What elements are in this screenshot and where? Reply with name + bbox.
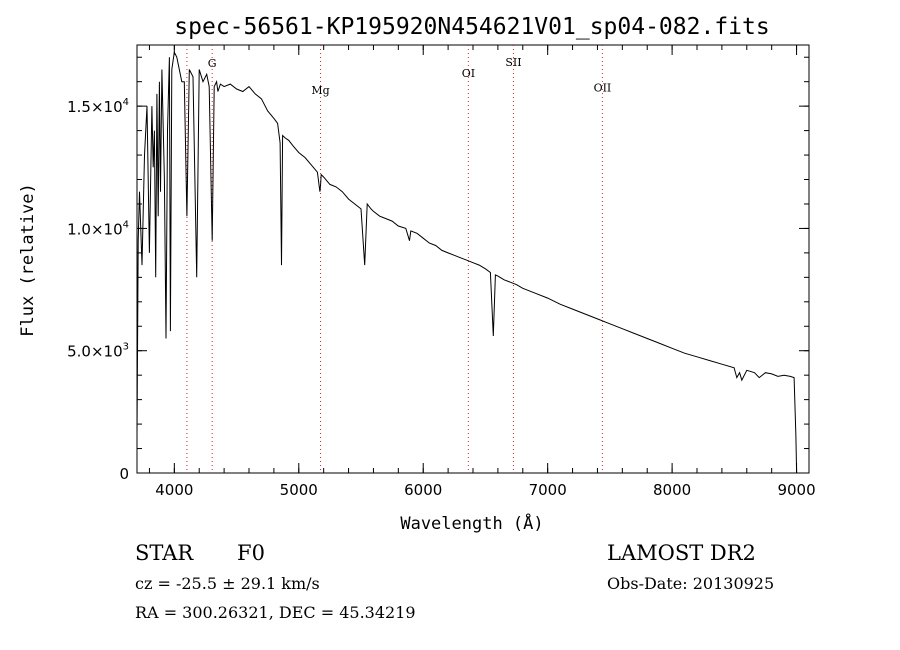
y-tick-exponent: 3: [123, 342, 129, 353]
chart-title: spec-56561-KP195920N454621V01_sp04-082.f…: [174, 14, 769, 40]
x-tick-label: 9000: [777, 481, 815, 499]
y-tick-mantissa: 0: [119, 465, 129, 483]
object-subclass: F0: [237, 541, 265, 565]
y-tick-mantissa: 1.0×10: [67, 220, 123, 238]
x-tick-label: 5000: [280, 481, 318, 499]
spectrum-chart: spec-56561-KP195920N454621V01_sp04-082.f…: [18, 14, 816, 534]
x-tick-label: 4000: [155, 481, 193, 499]
redshift-velocity: cz = -25.5 ± 29.1 km/s: [135, 574, 320, 593]
y-tick-exponent: 4: [123, 97, 129, 108]
object-class: STAR: [135, 541, 194, 565]
x-tick-label: 7000: [529, 481, 567, 499]
line-marker-label: SII: [505, 56, 521, 69]
x-tick-label: 8000: [653, 481, 691, 499]
y-tick-label: 1.0×104: [67, 219, 129, 238]
y-tick-label: 1.5×104: [67, 97, 129, 116]
x-tick-label: 6000: [404, 481, 442, 499]
line-marker-layer: G Mg OI SII OII: [186, 45, 612, 473]
line-marker-label: Mg: [311, 84, 329, 97]
y-axis-label: Flux (relative): [18, 183, 38, 337]
axis-layer: 4000 5000 6000 7000 8000 900005.0×1031.0×1041…: [67, 45, 816, 499]
line-marker-label: OI: [462, 67, 475, 80]
y-tick-label: 5.0×103: [67, 342, 129, 361]
y-tick-mantissa: 1.5×10: [67, 98, 123, 116]
y-tick-label: 0: [119, 465, 129, 483]
y-tick-exponent: 4: [123, 219, 129, 230]
spectrum-line: [136, 50, 798, 474]
observation-date: Obs-Date: 20130925: [607, 574, 775, 593]
x-axis-label: Wavelength (Å): [400, 512, 543, 534]
survey-name: LAMOST DR2: [607, 541, 756, 565]
line-marker-label: G: [208, 57, 217, 70]
line-marker-label: OII: [594, 81, 612, 94]
coordinates: RA = 300.26321, DEC = 45.34219: [135, 603, 416, 622]
y-tick-mantissa: 5.0×10: [67, 343, 123, 361]
plot-frame: [136, 44, 810, 474]
